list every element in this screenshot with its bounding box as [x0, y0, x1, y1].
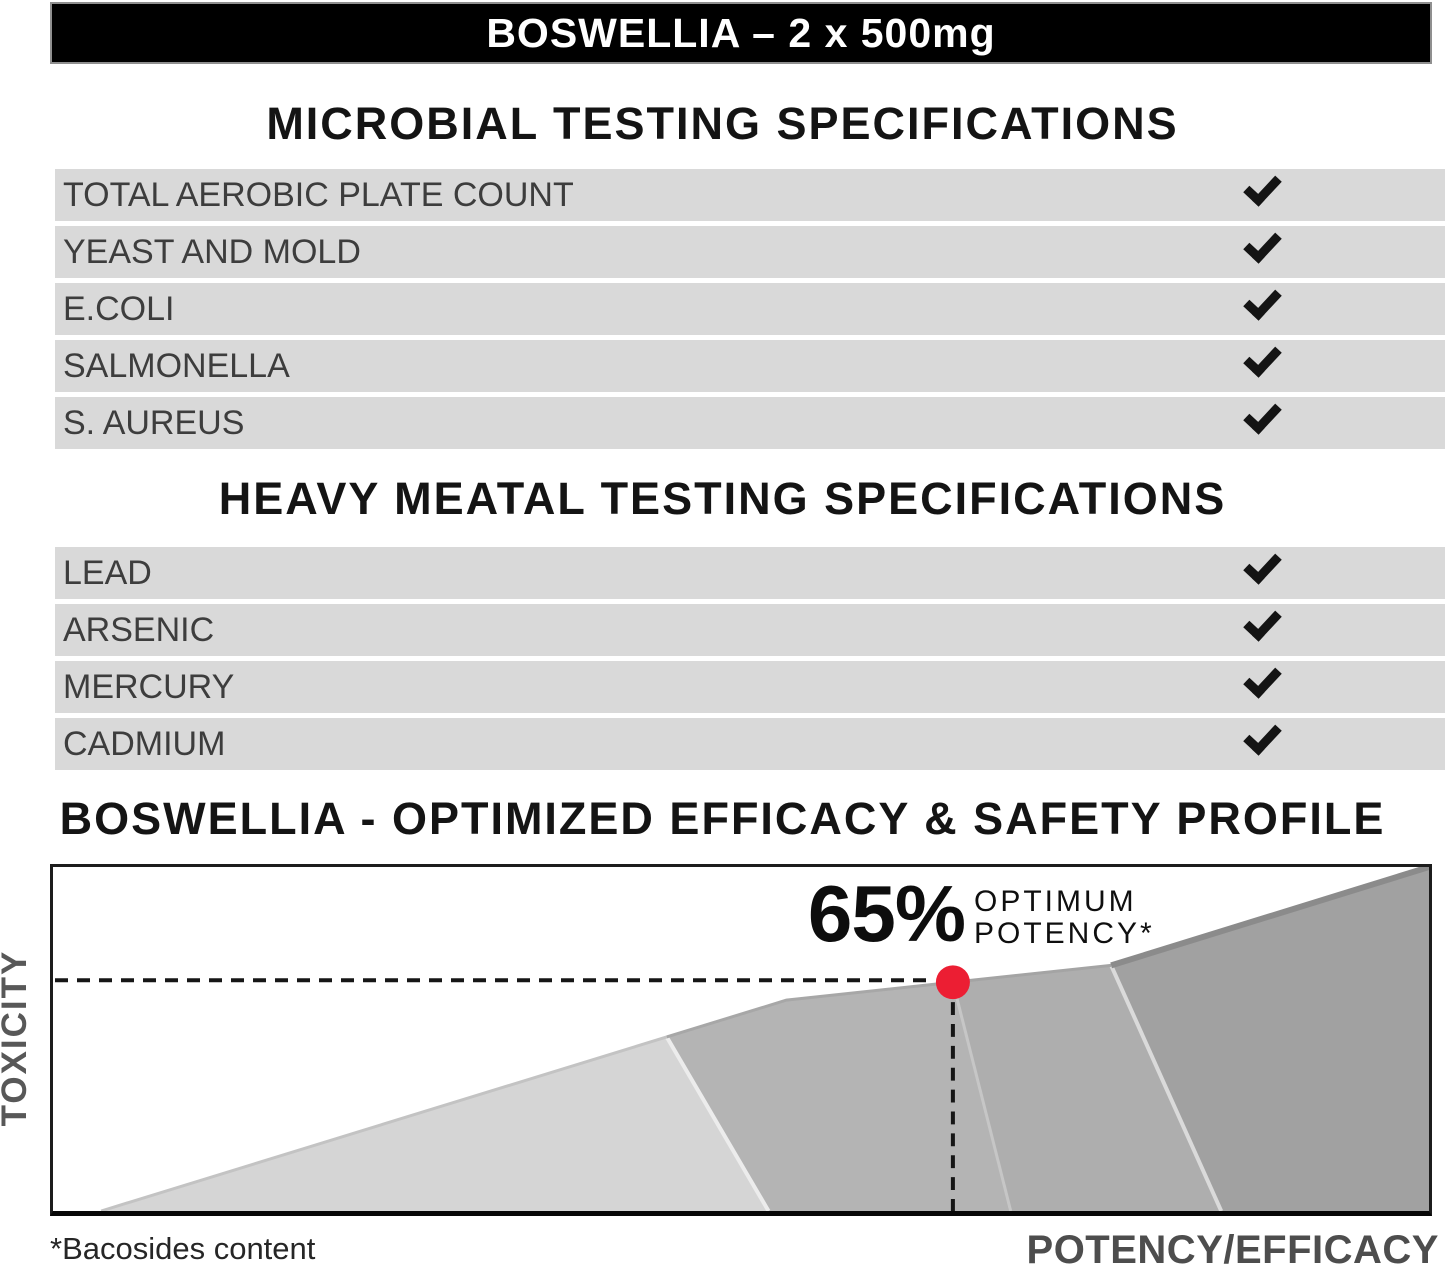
footnote: *Bacosides content — [50, 1231, 316, 1266]
optimum-label-line1: OPTIMUM — [974, 885, 1137, 918]
row-label: SALMONELLA — [63, 346, 290, 385]
table-row: SALMONELLA — [55, 338, 1445, 392]
check-icon — [1243, 338, 1282, 378]
check-icon — [1243, 602, 1282, 642]
optimum-percentage: 65% — [807, 869, 966, 958]
table-row: ARSENIC — [55, 602, 1445, 656]
band-area — [952, 965, 1222, 1211]
check-icon — [1243, 716, 1282, 756]
table-row: S. AUREUS — [55, 395, 1445, 449]
table-row: E.COLI — [55, 281, 1445, 335]
table-row: CADMIUM — [55, 716, 1445, 770]
table-row: MERCURY — [55, 659, 1445, 713]
band-seam — [1109, 964, 1224, 1211]
product-title: BOSWELLIA – 2 x 500mg — [486, 9, 996, 56]
band-ridge — [666, 980, 954, 1039]
microbial-heading: MICROBIAL TESTING SPECIFICATIONS — [266, 98, 1179, 149]
row-label: LEAD — [63, 553, 152, 592]
band-seam — [951, 981, 1013, 1211]
check-icon — [1243, 224, 1282, 264]
band-area — [101, 1036, 769, 1211]
table-row: YEAST AND MOLD — [55, 224, 1445, 278]
check-icon — [1243, 659, 1282, 699]
heavy-metal-heading: HEAVY MEATAL TESTING SPECIFICATIONS — [218, 473, 1227, 524]
microbial-table: TOTAL AEROBIC PLATE COUNT YEAST AND MOLD… — [55, 167, 1445, 454]
row-label: S. AUREUS — [63, 403, 245, 442]
row-label: ARSENIC — [63, 610, 215, 649]
optimum-label: OPTIMUM POTENCY* — [974, 885, 1155, 951]
row-label: MERCURY — [63, 667, 235, 706]
profile-heading: BOSWELLIA - OPTIMIZED EFFICACY & SAFETY … — [59, 793, 1386, 844]
heavy-metal-table: LEAD ARSENIC MERCURY CADMIUM — [55, 545, 1445, 775]
band-seam — [664, 1035, 771, 1211]
table-row: LEAD — [55, 545, 1445, 599]
optimum-marker — [935, 965, 970, 1000]
table-row: TOTAL AEROBIC PLATE COUNT — [55, 167, 1445, 221]
row-label: YEAST AND MOLD — [63, 232, 361, 271]
y-axis-label: TOXICITY — [0, 949, 34, 1127]
optimum-label-line2: POTENCY* — [974, 917, 1155, 951]
profile-chart — [50, 864, 1432, 1216]
profile-chart-svg — [55, 867, 1429, 1211]
band-area — [1111, 867, 1429, 1211]
check-icon — [1243, 167, 1282, 207]
row-label: E.COLI — [63, 289, 175, 328]
check-icon — [1243, 395, 1282, 435]
check-icon — [1243, 281, 1282, 321]
band-ridge — [952, 963, 1112, 984]
row-label: TOTAL AEROBIC PLATE COUNT — [63, 175, 574, 214]
band-ridge — [100, 1035, 668, 1211]
product-banner: BOSWELLIA – 2 x 500mg — [50, 2, 1432, 64]
band-ridge — [1110, 867, 1429, 969]
x-axis-label: POTENCY/EFFICACY — [1026, 1228, 1439, 1272]
row-label: CADMIUM — [63, 724, 226, 763]
check-icon — [1243, 545, 1282, 585]
band-area — [666, 982, 1011, 1211]
